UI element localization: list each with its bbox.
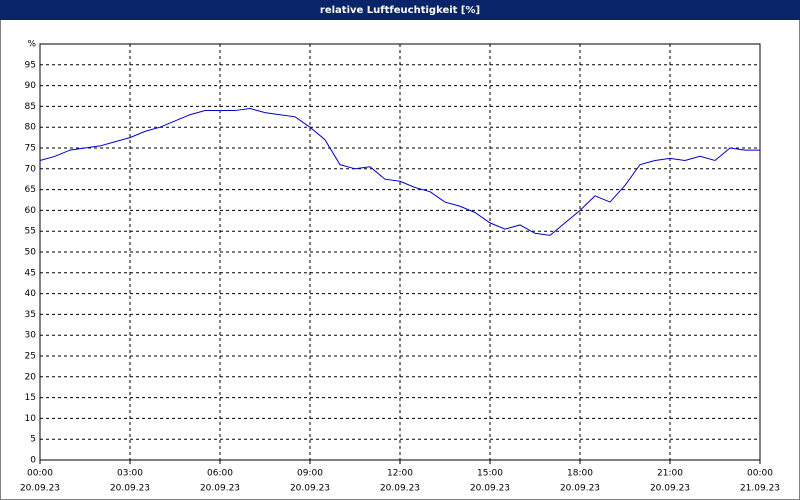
y-tick-label: 45 bbox=[25, 268, 36, 278]
x-tick-label: 21:00 bbox=[657, 469, 683, 479]
x-tick-label: 20.09.23 bbox=[650, 484, 690, 494]
y-tick-label: 80 bbox=[25, 123, 37, 133]
title-bar bbox=[0, 0, 800, 20]
y-tick-label: 35 bbox=[25, 310, 36, 320]
x-tick-label: 06:00 bbox=[207, 469, 233, 479]
y-tick-label: 70 bbox=[25, 164, 37, 174]
y-tick-label: 20 bbox=[25, 372, 37, 382]
y-tick-label: 75 bbox=[25, 144, 36, 154]
x-tick-label: 00:00 bbox=[747, 469, 773, 479]
x-tick-label: 20.09.23 bbox=[380, 484, 420, 494]
x-tick-label: 09:00 bbox=[297, 469, 323, 479]
y-tick-label: 15 bbox=[25, 393, 36, 403]
x-tick-label: 20.09.23 bbox=[470, 484, 510, 494]
y-tick-label: 90 bbox=[25, 81, 37, 91]
y-tick-label: 30 bbox=[25, 331, 37, 341]
x-tick-label: 03:00 bbox=[117, 469, 143, 479]
y-tick-label: 95 bbox=[25, 60, 36, 70]
x-tick-label: 20.09.23 bbox=[560, 484, 600, 494]
data-line bbox=[39, 107, 760, 236]
x-tick-label: 18:00 bbox=[567, 469, 593, 479]
x-tick-label: 20.09.23 bbox=[200, 484, 240, 494]
y-tick-label: 60 bbox=[25, 206, 37, 216]
x-tick-label: 12:00 bbox=[387, 469, 413, 479]
x-tick-label: 15:00 bbox=[477, 469, 503, 479]
y-tick-label: 10 bbox=[25, 414, 37, 424]
chart-title: relative Luftfeuchtigkeit [%] bbox=[320, 5, 480, 16]
x-tick-label: 20.09.23 bbox=[20, 484, 60, 494]
x-tick-label: 20.09.23 bbox=[290, 484, 330, 494]
x-tick-label: 00:00 bbox=[27, 469, 53, 479]
x-tick-label: 20.09.23 bbox=[110, 484, 150, 494]
y-tick-label: 50 bbox=[25, 248, 37, 258]
y-tick-label: 0 bbox=[30, 456, 36, 466]
y-tick-label: 40 bbox=[25, 289, 37, 299]
y-tick-label: 25 bbox=[25, 352, 36, 362]
x-tick-label: 21.09.23 bbox=[740, 484, 780, 494]
y-tick-label: 5 bbox=[30, 435, 36, 445]
y-tick-label: 65 bbox=[25, 185, 36, 195]
y-axis-label: % bbox=[27, 40, 36, 50]
y-tick-label: 55 bbox=[25, 227, 36, 237]
y-tick-label: 85 bbox=[25, 102, 36, 112]
